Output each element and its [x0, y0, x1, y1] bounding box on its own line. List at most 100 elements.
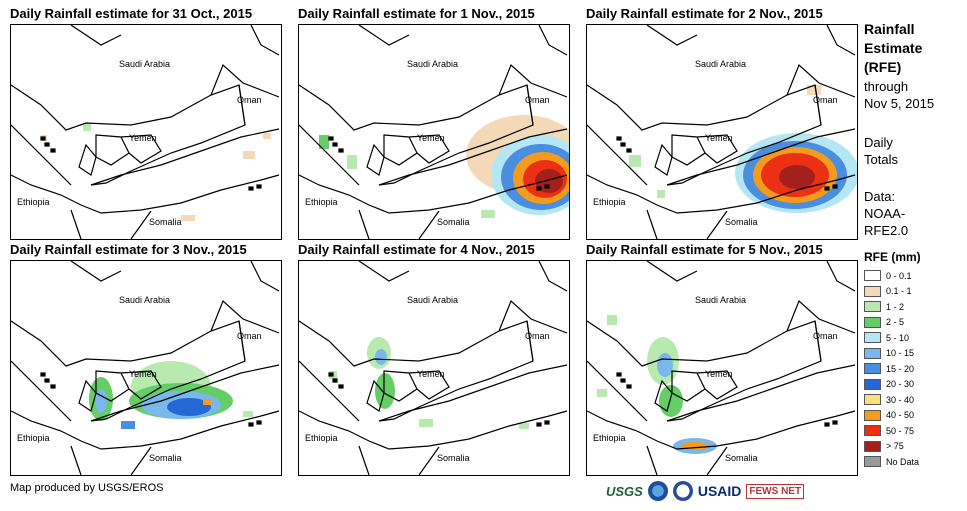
sidebar-data-line: RFE2.0	[864, 223, 909, 238]
border-line	[130, 446, 152, 475]
legend-swatch	[864, 332, 881, 344]
map-frame: Saudi Arabia Oman Yemen Ethiopia Somalia	[10, 24, 282, 240]
country-borders	[299, 25, 568, 239]
label-yemen: Yemen	[705, 133, 733, 143]
legend-item: 2 - 5	[864, 315, 919, 331]
legend-item: 0.1 - 1	[864, 284, 919, 300]
sidebar-data-line: NOAA-	[864, 206, 906, 221]
country-borders	[299, 261, 568, 475]
legend-label: No Data	[886, 456, 920, 467]
map-frame: Saudi Arabia Oman Yemen Ethiopia Somalia	[298, 24, 570, 240]
legend-item: 30 - 40	[864, 392, 919, 408]
border-line	[250, 25, 280, 56]
border-line	[358, 25, 410, 46]
country-borders	[11, 25, 280, 239]
island-mark	[616, 372, 622, 377]
rainfall-overlay	[319, 115, 569, 218]
island-mark	[626, 148, 632, 153]
border-line	[366, 379, 385, 412]
basemap	[587, 261, 856, 475]
border-line	[418, 446, 440, 475]
border-line	[11, 410, 280, 450]
border-line	[358, 445, 370, 475]
legend-item: 10 - 15	[864, 346, 919, 362]
border-line	[786, 299, 856, 334]
island-mark	[248, 422, 254, 427]
map-frame: Saudi Arabia Oman Yemen Ethiopia Somalia	[586, 24, 858, 240]
border-line	[587, 84, 822, 186]
border-line	[120, 134, 162, 164]
legend-label: 5 - 10	[886, 332, 910, 343]
label-ethiopia: Ethiopia	[305, 433, 338, 443]
label-somalia: Somalia	[149, 453, 182, 463]
border-line	[378, 128, 568, 186]
border-line	[70, 445, 82, 475]
island-mark	[536, 422, 542, 427]
island-mark	[544, 420, 550, 425]
island-mark	[40, 136, 46, 141]
map-panel-nov2: Daily Rainfall estimate for 2 Nov., 2015…	[586, 6, 858, 240]
rainfall-overlay	[329, 337, 529, 429]
legend-item: 0 - 0.1	[864, 268, 919, 284]
border-line	[238, 84, 246, 126]
border-line	[666, 364, 856, 422]
legend-item: 5 - 10	[864, 330, 919, 346]
map-panel-nov1: Daily Rainfall estimate for 1 Nov., 2015…	[298, 6, 570, 240]
panel-title: Daily Rainfall estimate for 2 Nov., 2015	[586, 6, 823, 21]
border-line	[70, 25, 122, 46]
legend-label: 20 - 30	[886, 379, 915, 390]
island-mark	[620, 142, 626, 147]
label-yemen: Yemen	[129, 133, 157, 143]
border-line	[587, 124, 648, 186]
legend-label: 30 - 40	[886, 394, 915, 405]
legend-swatch	[864, 316, 881, 328]
border-line	[814, 84, 822, 126]
island-mark	[832, 184, 838, 189]
border-line	[408, 134, 450, 164]
map-frame: Saudi Arabia Oman Yemen Ethiopia Somalia	[298, 260, 570, 476]
border-line	[587, 360, 648, 422]
border-line	[814, 320, 822, 362]
legend-swatch	[864, 285, 881, 297]
rainfall-overlay	[89, 361, 253, 429]
legend: 0 - 0.1 0.1 - 1 1 - 2 2 - 5 5 - 10 10 - 15 15 …	[864, 268, 919, 470]
legend-item: 20 - 30	[864, 377, 919, 393]
legend-item: 1 - 2	[864, 299, 919, 315]
border-line	[408, 370, 450, 400]
border-line	[250, 261, 280, 292]
usgs-logo: USGS	[606, 483, 643, 499]
label-yemen: Yemen	[417, 369, 445, 379]
border-line	[11, 174, 280, 214]
map-panel-nov5: Daily Rainfall estimate for 5 Nov., 2015…	[586, 242, 858, 476]
label-somalia: Somalia	[437, 217, 470, 227]
border-line	[130, 210, 152, 239]
border-line	[210, 63, 280, 98]
legend-swatch	[864, 394, 881, 406]
legend-item: > 75	[864, 439, 919, 455]
label-yemen: Yemen	[705, 369, 733, 379]
island-mark	[616, 136, 622, 141]
island-mark	[338, 384, 344, 389]
label-ethiopia: Ethiopia	[593, 197, 626, 207]
label-somalia: Somalia	[725, 217, 758, 227]
rainfall-overlay	[629, 85, 857, 213]
label-saudi-arabia: Saudi Arabia	[119, 59, 171, 69]
border-line	[299, 124, 360, 186]
usaid-seal-icon	[672, 481, 693, 501]
map-credit: Map produced by USGS/EROS	[10, 482, 164, 494]
legend-swatch	[864, 363, 881, 375]
border-line	[90, 364, 280, 422]
border-line	[70, 209, 82, 239]
island-mark	[824, 186, 830, 191]
border-line	[526, 84, 534, 126]
border-line	[706, 210, 728, 239]
border-line	[498, 299, 568, 334]
border-line	[299, 410, 568, 450]
label-yemen: Yemen	[129, 369, 157, 379]
panel-title: Daily Rainfall estimate for 1 Nov., 2015	[298, 6, 535, 21]
usaid-logo: USAID	[697, 483, 742, 499]
island-mark	[332, 378, 338, 383]
border-line	[299, 360, 360, 422]
island-mark	[44, 142, 50, 147]
border-line	[498, 63, 568, 98]
